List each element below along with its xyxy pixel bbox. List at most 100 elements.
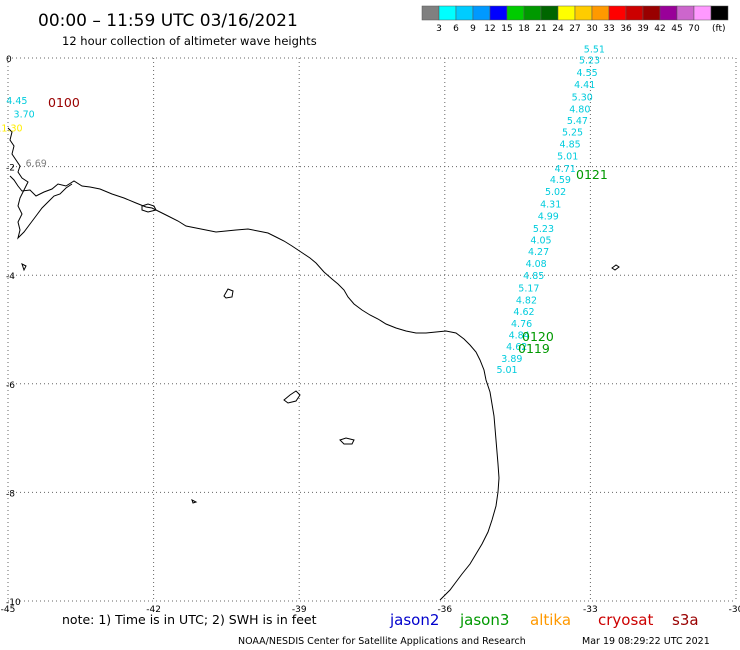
legend-label: 36 [620,24,632,34]
satellite-legend: jason2 jason3 altika cryosat s3a [389,611,699,629]
swh-value-label: 5.01 [496,365,517,376]
island-small-2 [283,390,301,404]
legend-swatch [710,5,729,21]
y-tick-label: -2 [6,164,15,174]
y-tick-label: 0 [6,55,12,65]
legend-swatch [642,5,661,21]
legend-label: 21 [535,24,546,34]
x-tick-label: -42 [146,605,161,615]
swh-value-label: 5.25 [562,128,583,139]
island-small-3 [339,437,355,445]
legend-swatch [472,5,491,21]
legend-swatch [438,5,457,21]
legend-label: 18 [518,24,530,34]
page-subtitle: 12 hour collection of altimeter wave hei… [62,34,317,48]
island-small-4 [141,203,157,213]
legend-label: 9 [470,24,476,34]
pass-label: 0119 [518,341,550,356]
plot-area: 5.515.234.554.415.304.805.475.254.855.01… [0,45,740,615]
y-tick-label: -8 [6,489,15,499]
swh-value-label: 5.47 [567,116,588,127]
swh-value-label: 4.08 [526,259,547,270]
coastline-detail [7,127,73,240]
swh-value-label: 5.01 [557,152,578,163]
island-small-6 [21,263,27,272]
pass-label: 0100 [48,95,80,110]
legend-swatch [557,5,576,21]
swh-value-label: 5.51 [584,45,605,56]
swh-value-label: 4.85 [560,140,581,151]
legend-label: 39 [637,24,649,34]
swh-value-label: 4.80 [569,104,590,115]
legend-swatch [591,5,610,21]
legend-label: 70 [688,24,700,34]
swh-value-label: 4.55 [577,68,598,79]
legend-label: 33 [603,24,614,34]
swh-value-label: 5.30 [572,92,593,103]
legend-label: 30 [586,24,598,34]
page-title: 00:00 – 11:59 UTC 03/16/2021 [38,11,298,31]
satellite-name: altika [530,611,571,629]
swh-value-label: 4.45 [6,96,27,107]
swh-value-label: 4.41 [574,80,595,91]
satellite-name: cryosat [598,611,653,629]
legend-label: 6 [453,24,459,34]
legend-label: 15 [501,24,512,34]
swh-value-label: 4.62 [513,307,534,318]
swh-value-label: 11.30 [0,123,23,134]
legend-swatch [676,5,695,21]
satellite-name: s3a [672,611,699,629]
y-tick-label: -4 [6,272,15,282]
island-small-7 [191,499,198,504]
coastline [7,127,500,601]
legend-unit: (ft) [712,24,726,34]
timestamp: Mar 19 08:29:22 UTC 2021 [582,636,710,647]
legend-label: 45 [671,24,682,34]
island-small-5 [611,264,620,271]
swh-value-label: 5.23 [533,224,554,235]
legend-swatch [625,5,644,21]
swh-value-label: 6.69 [26,159,47,170]
swh-value-label: 3.89 [501,354,522,365]
legend-swatch [523,5,542,21]
x-tick-label: -45 [1,605,16,615]
y-tick-label: -10 [6,598,21,608]
axis-tick-labels: -45 -42 -39 -36 -33 -30 0 -2 -4 -6 -8 -10 [1,55,740,615]
swh-value-label: 5.17 [518,283,539,294]
islands [21,203,620,504]
swh-value-label: 4.82 [516,295,537,306]
swh-value-label: 4.62 [506,342,527,353]
swh-value-label: 4.85 [523,271,544,282]
color-scale-legend: 3 6 9 12 15 18 21 24 27 30 33 36 39 42 45 70 [421,5,729,34]
x-tick-label: -33 [583,605,598,615]
legend-swatch [489,5,508,21]
pass-label: 0120 [522,329,554,344]
swh-value-label: 4.31 [540,199,561,210]
swh-value-label: 5.02 [545,187,566,198]
x-tick-label: -39 [292,605,307,615]
swh-value-label: 4.05 [530,236,551,247]
altimeter-tracks: 5.515.234.554.415.304.805.475.254.855.01… [0,45,605,376]
swh-value-label: 4.71 [555,164,576,175]
x-tick-label: -30 [729,605,740,615]
credit-line: NOAA/NESDIS Center for Satellite Applica… [238,636,526,647]
satellite-name: jason3 [459,611,509,629]
swh-value-label: 5.23 [579,55,600,66]
legend-swatch [540,5,559,21]
legend-swatch [506,5,525,21]
swh-value-label: 3.70 [14,110,35,121]
y-tick-label: -6 [6,381,15,391]
legend-swatch [608,5,627,21]
legend-label: 27 [569,24,580,34]
swh-value-label: 4.59 [550,175,571,186]
satellite-name: jason2 [389,611,439,629]
legend-swatch [455,5,474,21]
legend-swatch [659,5,678,21]
legend-swatch [693,5,712,21]
island-small-1 [223,288,234,299]
swh-value-label: 4.76 [511,319,532,330]
x-tick-label: -36 [437,605,452,615]
swh-value-label: 4.99 [538,211,559,222]
